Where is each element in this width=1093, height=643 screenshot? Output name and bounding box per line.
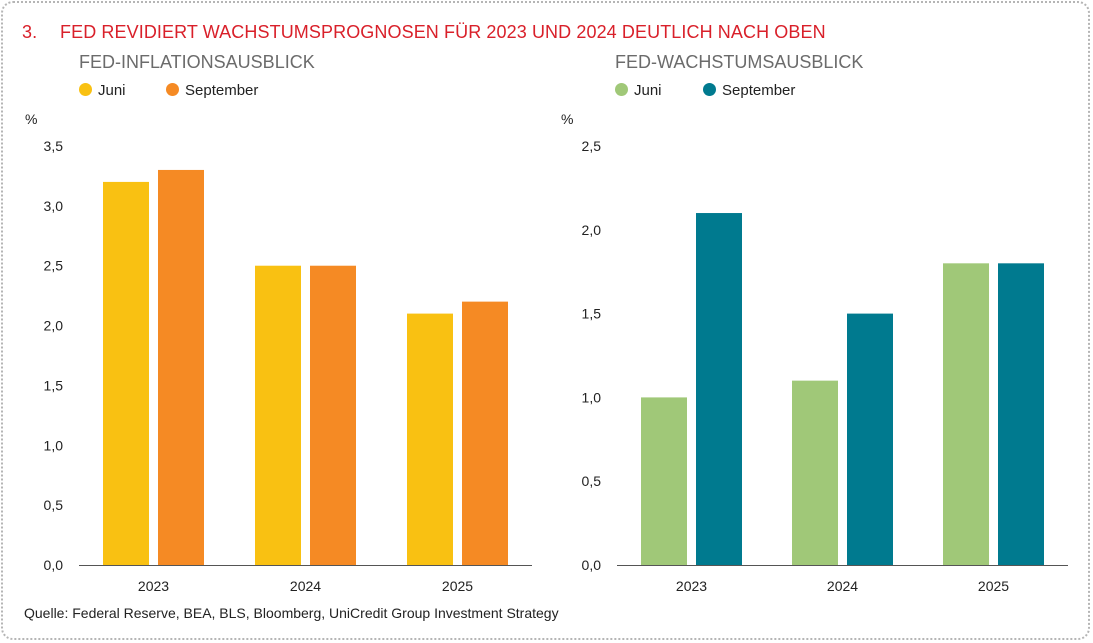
growth-y-unit: % <box>561 111 574 127</box>
inflation-legend-label-juni: Juni <box>98 82 126 99</box>
inflation-bar-juni-2023 <box>103 181 149 565</box>
inflation-legend-item-september: September <box>166 82 258 99</box>
growth-legend-label-september: September <box>722 82 796 99</box>
figure-number: 3. <box>22 22 38 42</box>
growth-legend-item-juni: Juni <box>615 82 662 99</box>
figure-title: 3. FED REVIDIERT WACHSTUMSPROGNOSEN FÜR 2… <box>22 22 826 43</box>
growth-y-tick-label: 2,0 <box>582 222 602 238</box>
inflation-legend-swatch-september <box>166 83 179 96</box>
growth-y-tick-label: 1,5 <box>582 306 602 322</box>
inflation-x-tick-label-2025: 2025 <box>442 578 473 594</box>
growth-bar-september-2024 <box>847 313 893 565</box>
source-note: Quelle: Federal Reserve, BEA, BLS, Bloom… <box>24 605 559 621</box>
inflation-y-tick-label: 3,5 <box>44 138 64 154</box>
growth-bar-juni-2023 <box>641 397 687 565</box>
growth-y-tick-label: 2,5 <box>582 138 602 154</box>
inflation-y-unit: % <box>25 111 38 127</box>
inflation-y-tick-label: 0,0 <box>44 557 64 573</box>
inflation-y-tick-label: 2,5 <box>44 258 64 274</box>
inflation-bar-september-2024 <box>310 265 356 565</box>
growth-y-tick-label: 0,5 <box>582 473 602 489</box>
growth-y-tick-label: 0,0 <box>582 557 602 573</box>
inflation-bar-juni-2025 <box>407 313 453 565</box>
inflation-y-tick-label: 2,0 <box>44 318 64 334</box>
inflation-y-tick-label: 3,0 <box>44 198 64 214</box>
growth-legend-swatch-september <box>703 83 716 96</box>
inflation-x-tick-label-2023: 2023 <box>138 578 169 594</box>
inflation-legend-label-september: September <box>185 82 259 99</box>
inflation-bar-september-2025 <box>462 301 508 565</box>
growth-legend-label-juni: Juni <box>634 82 662 99</box>
growth-legend-swatch-juni <box>615 83 628 96</box>
inflation-bar-september-2023 <box>158 169 204 565</box>
growth-x-tick-label-2024: 2024 <box>827 578 858 594</box>
growth-x-tick-label-2023: 2023 <box>676 578 707 594</box>
growth-y-tick-label: 1,0 <box>582 389 602 405</box>
growth-bar-september-2023 <box>696 213 742 566</box>
inflation-y-tick-label: 0,5 <box>44 497 64 513</box>
growth-bar-juni-2025 <box>943 263 989 565</box>
inflation-bar-juni-2024 <box>255 265 301 565</box>
inflation-legend-swatch-juni <box>79 83 92 96</box>
growth-bar-juni-2024 <box>792 380 838 565</box>
inflation-x-tick-label-2024: 2024 <box>290 578 321 594</box>
inflation-legend-item-juni: Juni <box>79 82 126 99</box>
inflation-y-tick-label: 1,0 <box>44 437 64 453</box>
figure-title-text: FED REVIDIERT WACHSTUMSPROGNOSEN FÜR 202… <box>60 22 826 42</box>
inflation-y-tick-label: 1,5 <box>44 377 64 393</box>
growth-bar-september-2025 <box>998 263 1044 565</box>
growth-chart-title: FED-WACHSTUMSAUSBLICK <box>615 52 864 72</box>
inflation-chart-title: FED-INFLATIONSAUSBLICK <box>79 52 315 72</box>
growth-x-tick-label-2025: 2025 <box>978 578 1009 594</box>
growth-legend-item-september: September <box>703 82 795 99</box>
